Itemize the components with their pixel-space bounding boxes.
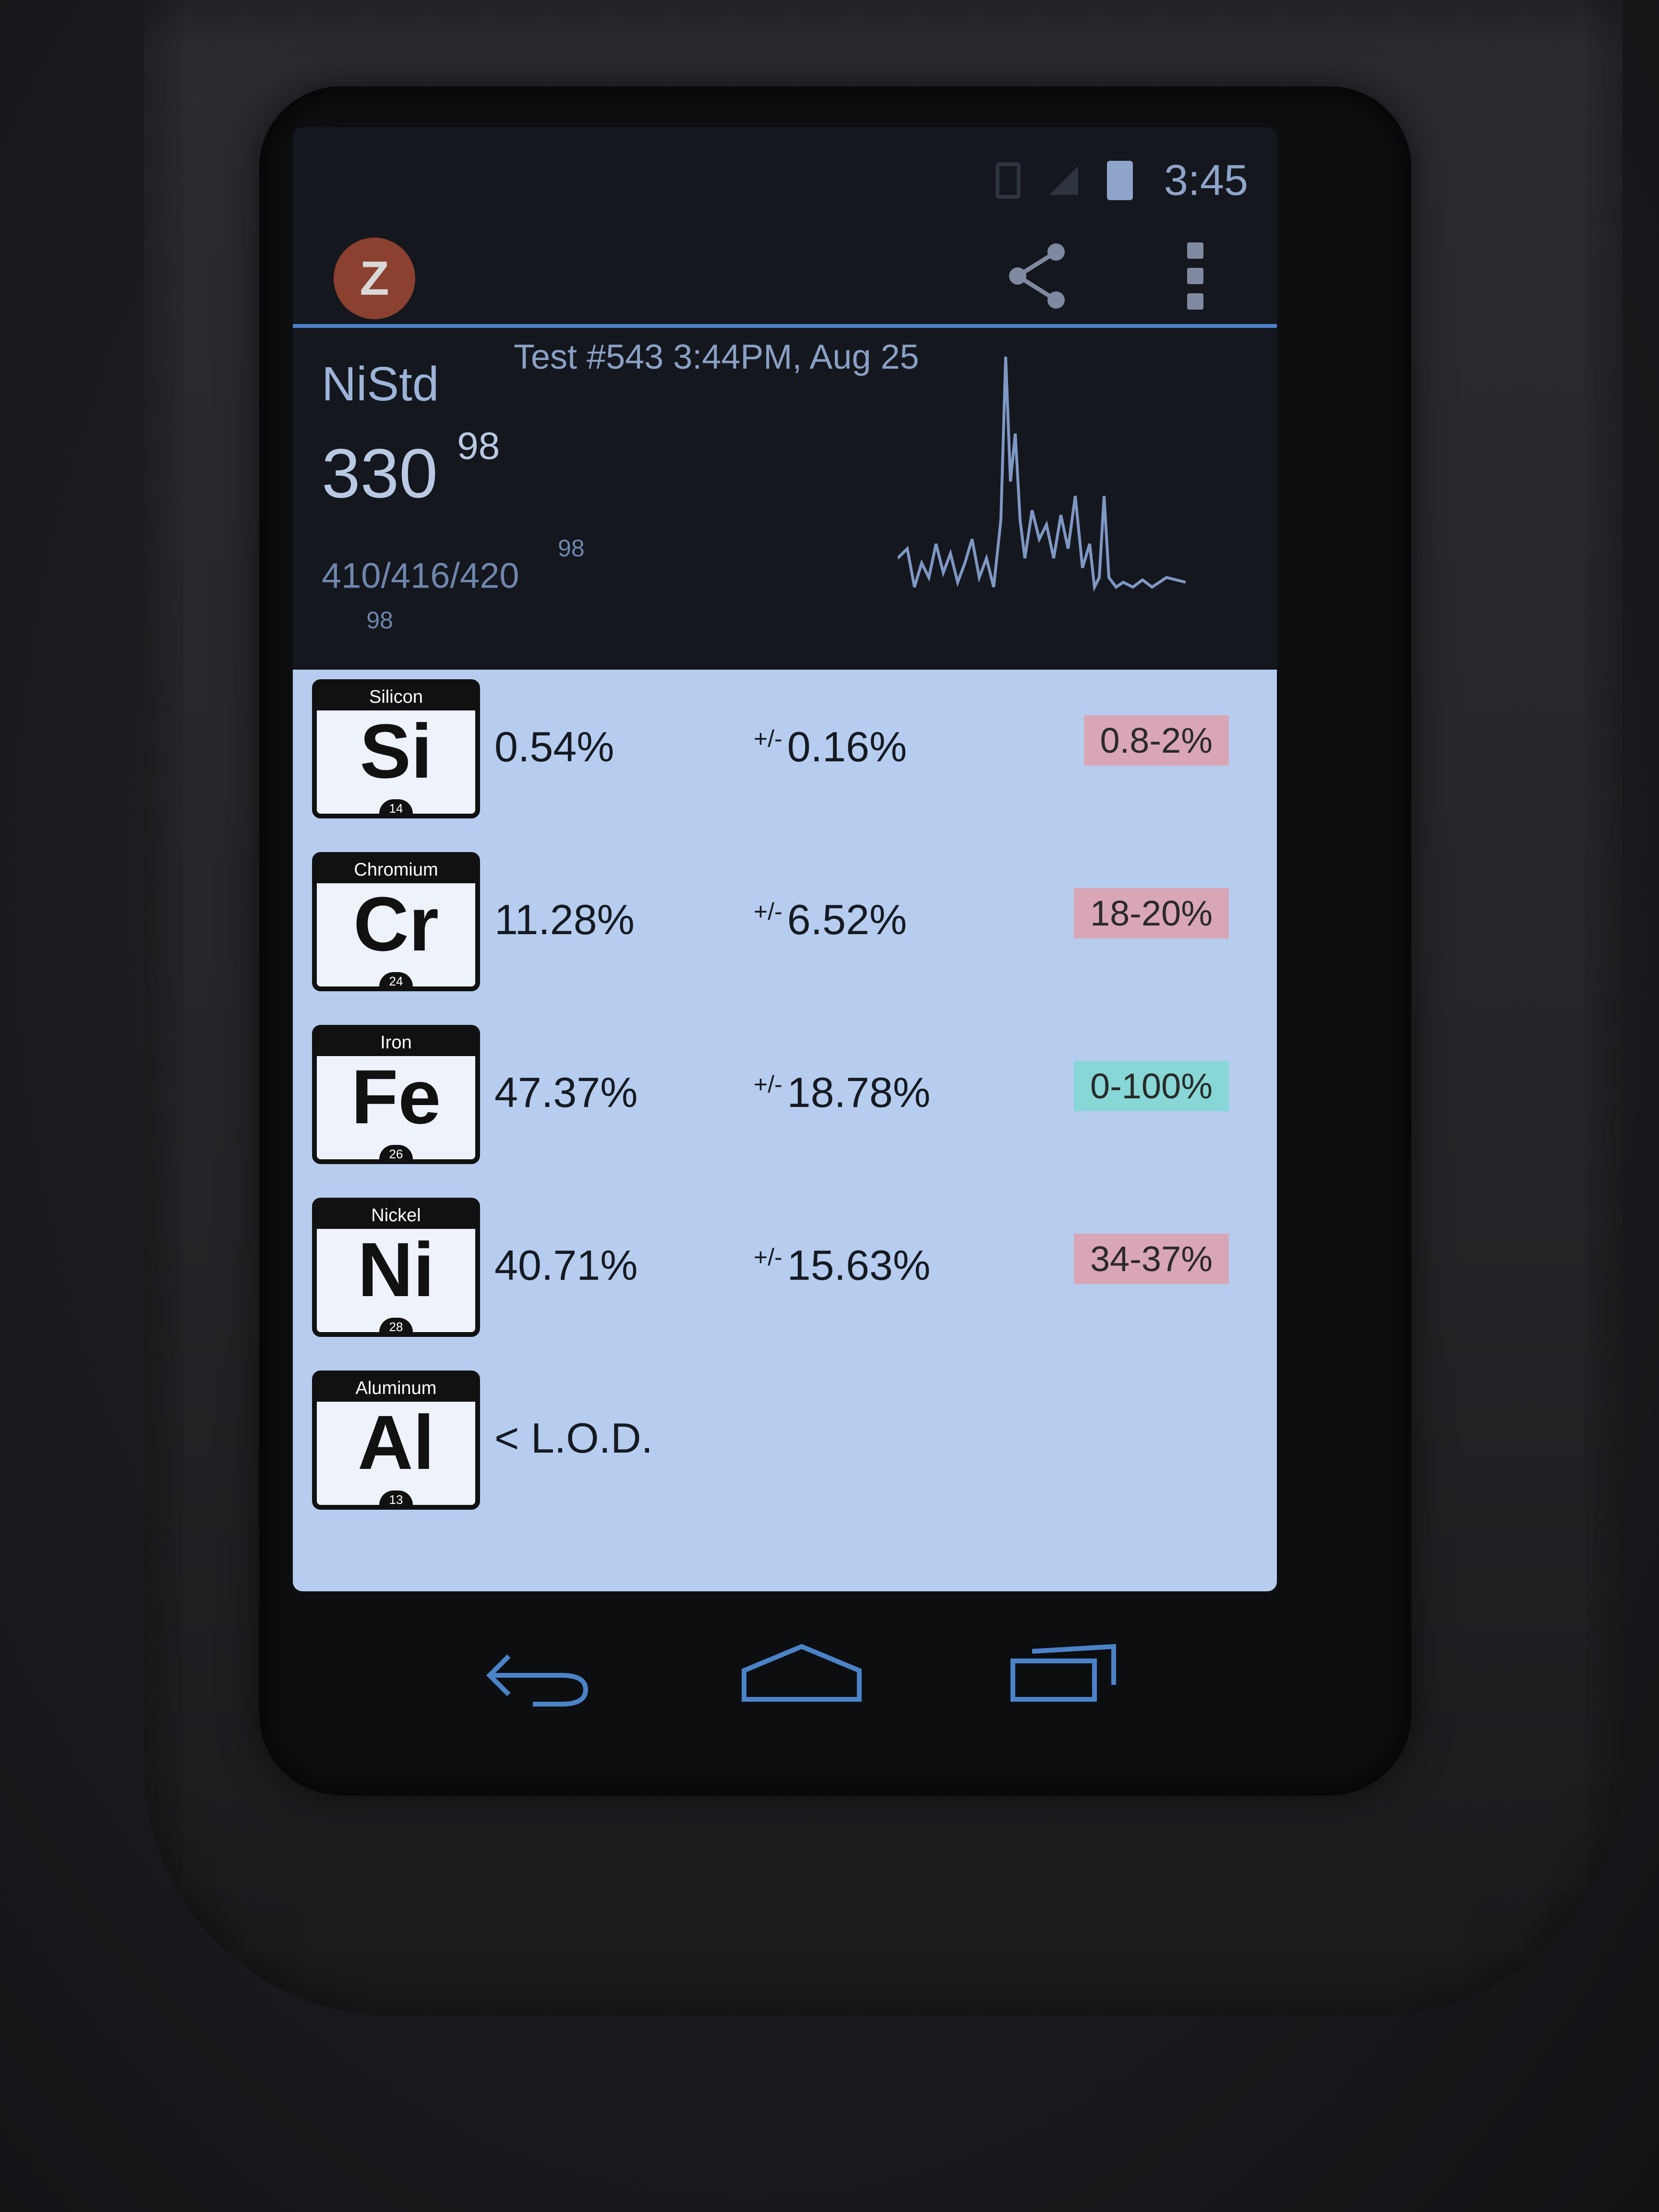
element-tile: Chromium Cr 24 xyxy=(312,852,480,991)
element-concentration: < L.O.D. xyxy=(494,1414,653,1462)
element-concentration: 47.37% xyxy=(494,1069,638,1116)
element-error: +/- 0.16% xyxy=(754,723,907,770)
signal-icon xyxy=(1049,166,1078,195)
overflow-menu-icon[interactable] xyxy=(1181,242,1210,310)
match-score: 330 98 xyxy=(322,424,500,512)
spectrum-plot[interactable] xyxy=(898,337,1186,635)
action-bar: Z xyxy=(293,223,1277,328)
test-info: Test #543 3:44PM, Aug 25 xyxy=(514,338,919,376)
element-spec-range: 0-100% xyxy=(1073,1061,1229,1111)
element-concentration: 11.28% xyxy=(494,896,635,943)
screen: 3:45 Z NiStd Test #543 3:44PM, Aug 25 33… xyxy=(293,127,1277,1591)
element-list: Silicon Si 14 0.54% +/- 0.16% 0.8-2% Chro… xyxy=(293,670,1277,1591)
element-error: +/- 18.78% xyxy=(754,1069,931,1116)
result-summary: NiStd Test #543 3:44PM, Aug 25 330 98 41… xyxy=(293,328,1277,702)
recent-apps-icon[interactable] xyxy=(1003,1637,1128,1709)
element-spec-range: 0.8-2% xyxy=(1083,715,1229,766)
navigation-bar xyxy=(293,1599,1277,1743)
element-row-chromium[interactable]: Chromium Cr 24 11.28% +/- 6.52% 18-20% xyxy=(293,842,1277,1015)
vibrate-icon xyxy=(996,162,1021,199)
element-spec-range: 18-20% xyxy=(1073,888,1229,938)
element-row-aluminum[interactable]: Aluminum Al 13 < L.O.D. xyxy=(293,1361,1277,1534)
element-spec-range: 34-37% xyxy=(1073,1234,1229,1284)
battery-icon xyxy=(1107,161,1133,200)
alternate-grades: 410/416/420 98 xyxy=(322,535,585,596)
back-icon[interactable] xyxy=(480,1637,595,1709)
home-icon[interactable] xyxy=(734,1637,869,1709)
element-row-silicon[interactable]: Silicon Si 14 0.54% +/- 0.16% 0.8-2% xyxy=(293,670,1277,842)
element-concentration: 0.54% xyxy=(494,723,614,770)
app-logo[interactable]: Z xyxy=(334,238,415,319)
status-time: 3:45 xyxy=(1164,156,1248,204)
element-row-iron[interactable]: Iron Fe 26 47.37% +/- 18.78% 0-100% xyxy=(293,1015,1277,1188)
element-row-nickel[interactable]: Nickel Ni 28 40.71% +/- 15.63% 34-37% xyxy=(293,1188,1277,1361)
element-tile: Silicon Si 14 xyxy=(312,679,480,818)
element-tile: Aluminum Al 13 xyxy=(312,1370,480,1510)
alternate-grades-2: 98 xyxy=(366,607,393,634)
element-tile: Nickel Ni 28 xyxy=(312,1198,480,1337)
element-concentration: 40.71% xyxy=(494,1241,638,1289)
alloy-name: NiStd xyxy=(322,357,439,411)
status-bar: 3:45 xyxy=(293,127,1277,223)
element-tile: Iron Fe 26 xyxy=(312,1025,480,1164)
element-error: +/- 15.63% xyxy=(754,1241,931,1289)
element-error: +/- 6.52% xyxy=(754,896,907,943)
share-icon[interactable] xyxy=(998,238,1075,314)
